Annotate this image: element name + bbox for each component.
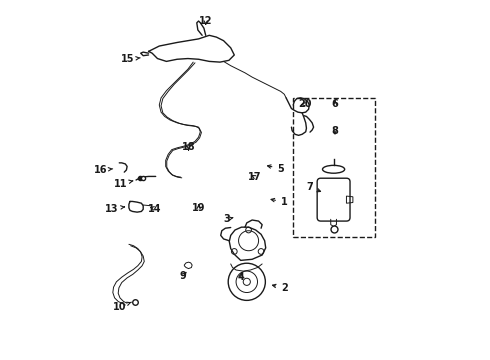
Text: 13: 13 xyxy=(105,203,124,213)
Text: 4: 4 xyxy=(238,272,245,282)
Text: 5: 5 xyxy=(268,163,284,174)
Text: 6: 6 xyxy=(332,99,339,109)
Text: 12: 12 xyxy=(199,16,213,26)
Text: 15: 15 xyxy=(121,54,140,64)
Bar xyxy=(293,98,375,237)
Text: 19: 19 xyxy=(192,203,205,213)
Text: 20: 20 xyxy=(298,99,312,109)
Text: 17: 17 xyxy=(248,172,262,182)
Text: 18: 18 xyxy=(182,142,196,152)
Text: 3: 3 xyxy=(223,214,233,224)
Text: 14: 14 xyxy=(148,203,162,213)
Text: 11: 11 xyxy=(114,179,133,189)
Text: 8: 8 xyxy=(332,126,339,136)
Text: 1: 1 xyxy=(271,197,288,207)
Text: 10: 10 xyxy=(113,302,131,312)
Text: 16: 16 xyxy=(94,165,113,175)
Text: 2: 2 xyxy=(272,283,288,293)
Text: 7: 7 xyxy=(306,182,320,192)
Text: 9: 9 xyxy=(179,271,186,282)
